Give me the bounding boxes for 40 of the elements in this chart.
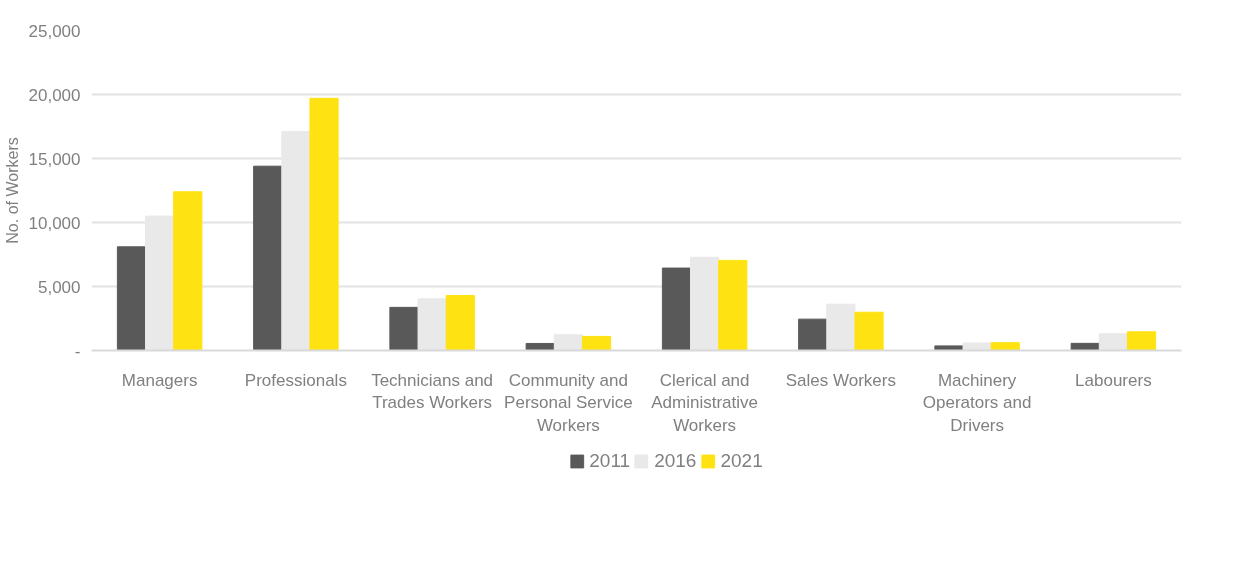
x-tick-label: Labourers [1075, 370, 1152, 390]
bar [1070, 342, 1100, 351]
x-tick-label: Community and Personal Service Workers [504, 370, 633, 436]
y-tick-label: 20,000 [28, 85, 81, 105]
bar [990, 342, 1020, 351]
bar [173, 191, 203, 351]
bar [798, 318, 828, 351]
y-tick-label: 10,000 [28, 213, 81, 233]
bar [116, 246, 147, 351]
bar [661, 267, 692, 351]
x-tick-label: Sales Workers [785, 370, 896, 390]
bar [253, 165, 283, 351]
bar [1098, 333, 1128, 351]
bar [718, 259, 748, 351]
bar [934, 345, 964, 351]
x-tick-label: Clerical and Administrative Workers [651, 370, 759, 436]
bar [826, 303, 856, 351]
bar [690, 256, 720, 351]
legend-label: 2016 [654, 449, 697, 472]
y-tick-label: 15,000 [28, 149, 81, 169]
x-tick-label: Machinery Operators and Drivers [922, 370, 1032, 436]
y-tick-label: 5,000 [37, 277, 81, 297]
bar [525, 342, 555, 351]
bar [962, 342, 992, 351]
x-tick-label: Technicians and Trades Workers [371, 370, 494, 413]
bar [389, 306, 419, 351]
legend-label: 2021 [720, 449, 763, 472]
bar [309, 97, 339, 351]
bar [581, 335, 612, 351]
x-tick-label: Managers [121, 370, 198, 390]
bar [1126, 331, 1157, 351]
bar [445, 294, 475, 351]
y-tick-label: 25,000 [28, 21, 81, 41]
legend-label: 2011 [589, 449, 631, 472]
bar [417, 298, 447, 351]
bar [553, 334, 583, 351]
bar [854, 311, 884, 351]
x-tick-label: Professionals [244, 370, 347, 390]
y-tick-label: - [74, 341, 81, 361]
y-axis-title: No. of Workers [3, 137, 21, 244]
